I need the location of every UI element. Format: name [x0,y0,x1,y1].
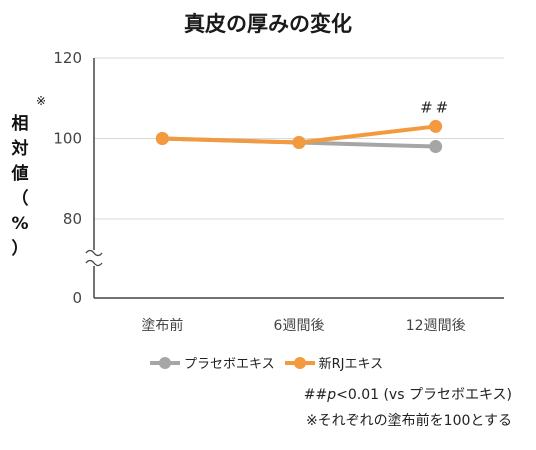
significance-annotation: ## [420,98,451,116]
legend-swatch-new-rj [284,356,315,369]
legend-label-new-rj: 新RJエキス [318,357,384,372]
significance-text: <0.01 (vs プラセボエキス) [336,387,512,403]
y-axis-label-char: ） [11,239,29,259]
y-axis-label-char: % [11,214,29,234]
y-axis-label-note: ※ [36,94,47,108]
y-tick-label: 0 [72,289,82,307]
y-axis-label-char: 対 [11,139,29,159]
legend-item-new-rj: 新RJエキス [284,353,384,372]
axis-break-mark [85,259,103,267]
y-tick-label: 120 [53,49,82,67]
axis-break-mark [85,249,103,257]
baseline-footnote: ※それぞれの塗布前を100とする [305,413,512,429]
legend-label-placebo: プラセボエキス [184,357,275,372]
y-axis-label-char: （ [11,189,29,209]
x-tick-label: 塗布前 [141,317,183,334]
y-axis-label-char: 値 [11,164,29,184]
y-tick-label: 100 [53,130,82,148]
p-symbol: p [327,387,337,403]
legend-item-placebo: プラセボエキス [150,353,275,372]
y-axis-label: 相 対 値 （ % ） [8,112,32,262]
data-point-series-2 [292,136,306,150]
y-tick-label: 80 [63,210,82,228]
y-axis-label-char: 相 [11,114,29,134]
chart-title: 真皮の厚みの変化 [184,12,352,36]
legend: プラセボエキス 新RJエキス [150,353,383,372]
data-point-series-2 [155,132,169,145]
x-tick-label: 6週間後 [274,318,325,334]
data-point-series-2 [429,119,443,133]
significance-footnote: ##p<0.01 (vs プラセボエキス) [304,384,512,404]
significance-marker: ## [303,387,328,403]
data-point-series-1 [429,140,443,154]
x-tick-label: 12週間後 [406,318,466,334]
legend-swatch-placebo [150,356,180,369]
